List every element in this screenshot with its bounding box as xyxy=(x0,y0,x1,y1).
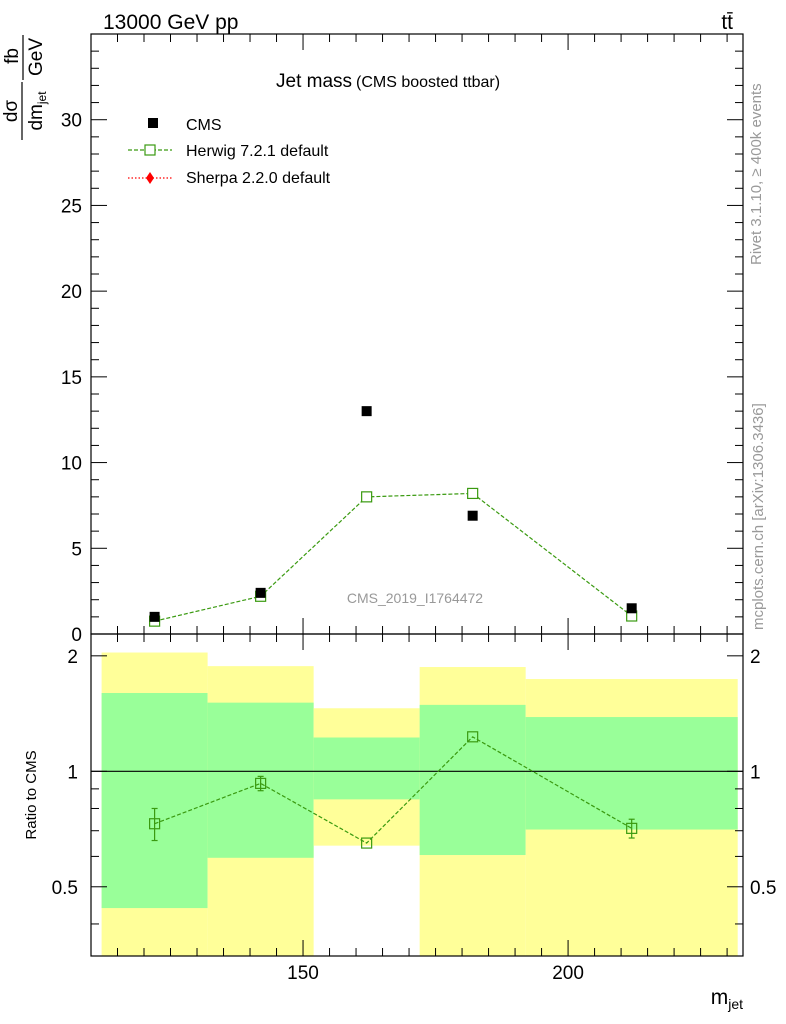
svg-text:dmjet: dmjet xyxy=(26,91,49,131)
plot-title: Jet mass (CMS boosted ttbar) xyxy=(276,71,500,92)
ratio-y-tick-label-right: 1 xyxy=(750,762,761,783)
xlabel-sub: jet xyxy=(727,996,743,1012)
ratio-band-inner xyxy=(313,737,420,800)
legend-sherpa-marker xyxy=(146,172,154,184)
main-y-tick-label: 5 xyxy=(71,539,82,560)
xlabel-m: m xyxy=(711,986,729,1009)
ratio-herwig-point xyxy=(467,731,479,743)
x-tick-label: 200 xyxy=(552,963,584,984)
legend: CMS Herwig 7.2.1 default Sherpa 2.2.0 de… xyxy=(128,117,331,187)
legend-herwig-label: Herwig 7.2.1 default xyxy=(186,143,329,160)
ylabel-fb: fb xyxy=(2,48,23,64)
ratio-y-axis-label: Ratio to CMS xyxy=(23,750,40,839)
main-y-tick-label: 0 xyxy=(71,625,82,646)
herwig-point xyxy=(467,487,479,500)
legend-herwig-marker xyxy=(144,144,156,156)
legend-cms-marker xyxy=(148,118,158,128)
main-y-tick-label: 10 xyxy=(61,454,82,475)
x-tick-label: 150 xyxy=(287,963,319,984)
main-y-axis-label: dσ dmjet fb GeV xyxy=(1,35,49,140)
ratio-band-inner xyxy=(525,717,738,830)
cms-point xyxy=(361,406,372,417)
ratio-y-tick-label-right: 2 xyxy=(750,647,761,668)
analysis-watermark: CMS_2019_I1764472 xyxy=(347,590,483,606)
ratio-herwig-point xyxy=(255,777,267,789)
cms-point xyxy=(149,611,160,622)
ratio-y-tick-label: 1 xyxy=(67,762,78,783)
ylabel-gev: GeV xyxy=(26,38,47,76)
ratio-band-inner xyxy=(101,693,208,909)
ratio-band-inner xyxy=(419,704,526,856)
main-y-tick-label: 25 xyxy=(61,196,82,217)
cms-point xyxy=(626,603,637,614)
ratio-herwig-point xyxy=(149,818,161,830)
x-axis-label: mjet xyxy=(711,986,743,1012)
main-y-tick-label: 30 xyxy=(61,111,82,132)
rivet-label: Rivet 3.1.10, ≥ 400k events xyxy=(748,83,765,265)
cms-point xyxy=(467,510,478,521)
ratio-herwig-line xyxy=(154,736,632,844)
plot-title-sub: (CMS boosted ttbar) xyxy=(356,74,500,91)
main-y-tick-label: 15 xyxy=(61,368,82,389)
ratio-y-tick-label: 2 xyxy=(67,647,78,668)
main-y-tick-label: 20 xyxy=(61,282,82,303)
herwig-point xyxy=(361,491,373,503)
legend-cms-label: CMS xyxy=(186,117,222,134)
plot-title-main: Jet mass xyxy=(276,71,352,92)
ratio-y-tick-label-right: 0.5 xyxy=(750,878,776,899)
ratio-y-tick-label: 0.5 xyxy=(52,878,78,899)
process-label: tt̄ xyxy=(721,11,733,34)
ratio-herwig-point xyxy=(626,822,638,834)
mcplots-label: mcplots.cern.ch [arXiv:1306.3436] xyxy=(750,403,767,630)
ylabel-dm: dm xyxy=(26,104,47,130)
legend-sherpa-label: Sherpa 2.2.0 default xyxy=(186,170,331,187)
ylabel-dsigma: dσ xyxy=(1,100,22,123)
cms-point xyxy=(255,587,266,598)
energy-label: 13000 GeV pp xyxy=(103,11,238,34)
ratio-plot-frame xyxy=(90,633,744,957)
ratio-herwig-point xyxy=(361,837,373,849)
ylabel-dm-sub: jet xyxy=(35,91,49,105)
